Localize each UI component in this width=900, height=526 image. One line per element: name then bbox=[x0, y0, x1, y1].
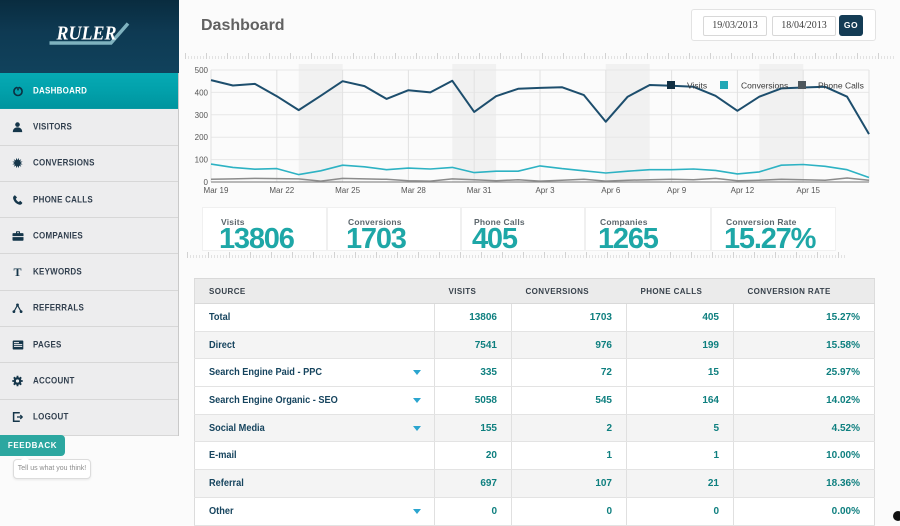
svg-text:Phone Calls: Phone Calls bbox=[818, 81, 864, 91]
svg-text:400: 400 bbox=[195, 88, 209, 97]
svg-text:Mar 22: Mar 22 bbox=[269, 186, 294, 195]
svg-text:Apr 12: Apr 12 bbox=[731, 186, 755, 195]
svg-text:Apr 3: Apr 3 bbox=[535, 186, 555, 195]
svg-text:Apr 9: Apr 9 bbox=[667, 186, 687, 195]
svg-text:Apr 6: Apr 6 bbox=[601, 186, 621, 195]
svg-text:Mar 31: Mar 31 bbox=[467, 186, 492, 195]
svg-text:Conversions: Conversions bbox=[741, 81, 788, 91]
svg-text:300: 300 bbox=[195, 111, 209, 120]
svg-text:Visits: Visits bbox=[687, 81, 707, 91]
svg-text:500: 500 bbox=[195, 66, 209, 75]
svg-text:0: 0 bbox=[204, 178, 209, 187]
svg-text:Mar 28: Mar 28 bbox=[401, 186, 426, 195]
svg-text:Apr 15: Apr 15 bbox=[796, 186, 820, 195]
svg-text:T: T bbox=[13, 266, 21, 278]
svg-text:Mar 19: Mar 19 bbox=[204, 186, 229, 195]
svg-text:100: 100 bbox=[195, 156, 209, 165]
svg-text:Mar 25: Mar 25 bbox=[335, 186, 360, 195]
svg-text:RULER: RULER bbox=[56, 24, 117, 45]
svg-text:200: 200 bbox=[195, 133, 209, 142]
